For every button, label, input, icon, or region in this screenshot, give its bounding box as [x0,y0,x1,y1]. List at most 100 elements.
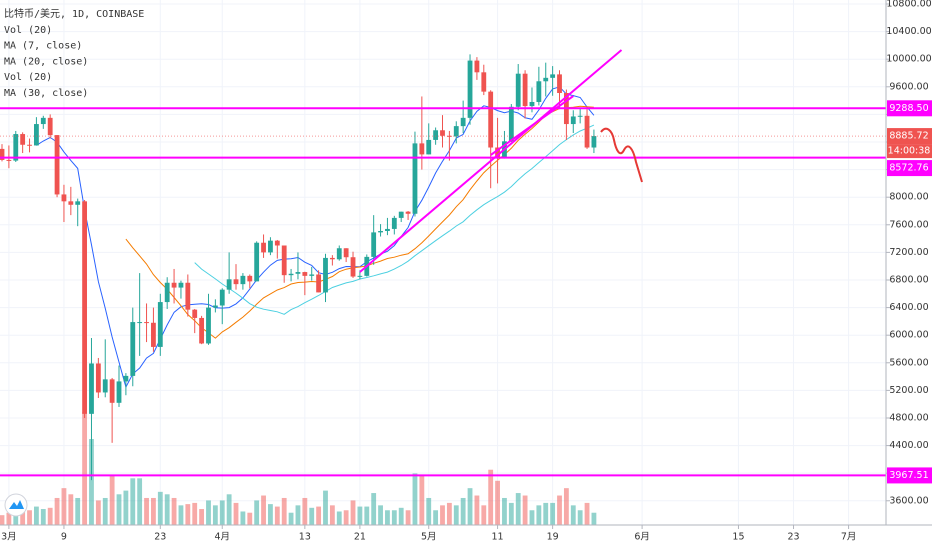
candle-body [495,147,500,158]
last-price-label: 8885.72 [889,131,928,142]
candle-body [570,116,576,125]
trendline [359,49,623,273]
volume-bar [185,504,191,525]
candle-body [157,302,163,347]
x-tick-label: 4月 [214,532,230,543]
candle-body [61,194,67,202]
candle-body [440,130,445,136]
candle-body [192,309,198,318]
candle-body [164,282,170,303]
volume-bar [0,515,5,525]
candle-body [398,211,404,218]
volume-bar [68,494,74,525]
volume-bar [508,502,514,525]
y-tick-label: 7200.00 [889,247,928,258]
candle-body [378,231,383,233]
volume-bar [27,510,32,525]
freehand-curve [600,127,643,183]
volume-bar [515,493,521,525]
candle-body [309,274,315,276]
level-label: 3967.51 [889,470,928,481]
y-tick-label: 7600.00 [889,219,928,230]
candle-body [385,228,390,232]
y-tick-label: 10400.00 [886,26,931,37]
volume-bar [584,502,590,525]
volume-bar [481,505,487,525]
volume-bar [522,495,528,525]
x-tick-label: 21 [354,532,366,543]
ma-line [36,86,595,389]
volume-bar [102,497,108,525]
chart-title: 比特币/美元, 1D, COINBASE [4,7,144,20]
volume-bar [254,500,260,525]
level-box [887,160,932,177]
candle-body [27,144,32,146]
y-tick-label: 10800.00 [886,0,931,10]
candle-body [116,381,122,403]
candle-body [543,77,549,82]
candle-body [95,363,101,393]
candle-body [226,279,232,290]
y-tick-label: 6000.00 [889,330,928,341]
candle-body [47,117,53,136]
volume-bar [398,507,404,525]
candle-body [453,126,459,137]
volume-bar [474,495,480,525]
countdown-box [887,144,932,159]
volume-bar [261,495,266,525]
candle-body [522,73,528,107]
candle-body [474,60,480,73]
volume-bar [89,439,94,525]
candle-body [412,143,418,214]
volume-bar [467,488,473,525]
candle-body [240,275,246,285]
candle-body [336,248,342,260]
candle-body [426,139,432,155]
volume-bar [371,493,377,525]
grid [0,0,886,525]
volume-bar [557,495,562,525]
x-tick-label: 9 [61,532,67,543]
candle-body [591,136,597,148]
candle-body [295,272,301,274]
y-tick-label: 6800.00 [889,274,928,285]
candle-body [233,279,239,285]
candle-body [40,117,46,125]
volume-bar [426,497,432,525]
price-axis [886,0,932,525]
candle-body [343,248,349,258]
volume-bar [446,502,452,525]
volume-bar [109,475,115,525]
candle-body [89,363,94,414]
candle-body [329,257,335,260]
countdown-label: 14:00:38 [888,146,931,157]
candle-body [261,242,266,253]
volume-bar [440,505,445,525]
volume-bar [364,506,370,525]
volume-bar [460,497,466,525]
candle-body [171,282,177,288]
candle-body [268,240,273,253]
candle-body [371,232,377,257]
candle-body [529,101,535,107]
volume-bar [157,491,163,525]
x-tick-label: 19 [547,532,559,543]
candle-body [54,135,60,195]
volume-bar [577,510,583,525]
volume-bar [137,478,143,525]
candle-body [247,275,253,282]
volume-bar [529,510,535,525]
x-tick-label: 13 [299,532,311,543]
legend-entry: MA (7, close) [4,41,82,52]
candle-body [6,159,12,161]
level-label: 8572.76 [889,163,928,174]
candle-body [185,282,191,310]
y-tick-label: 6400.00 [889,302,928,313]
volume-bar [233,502,239,525]
volume-bar [288,512,294,525]
candle-body [350,257,356,277]
volume-bar [75,497,81,525]
volume-bar [240,511,246,525]
volume-bar [350,500,356,525]
